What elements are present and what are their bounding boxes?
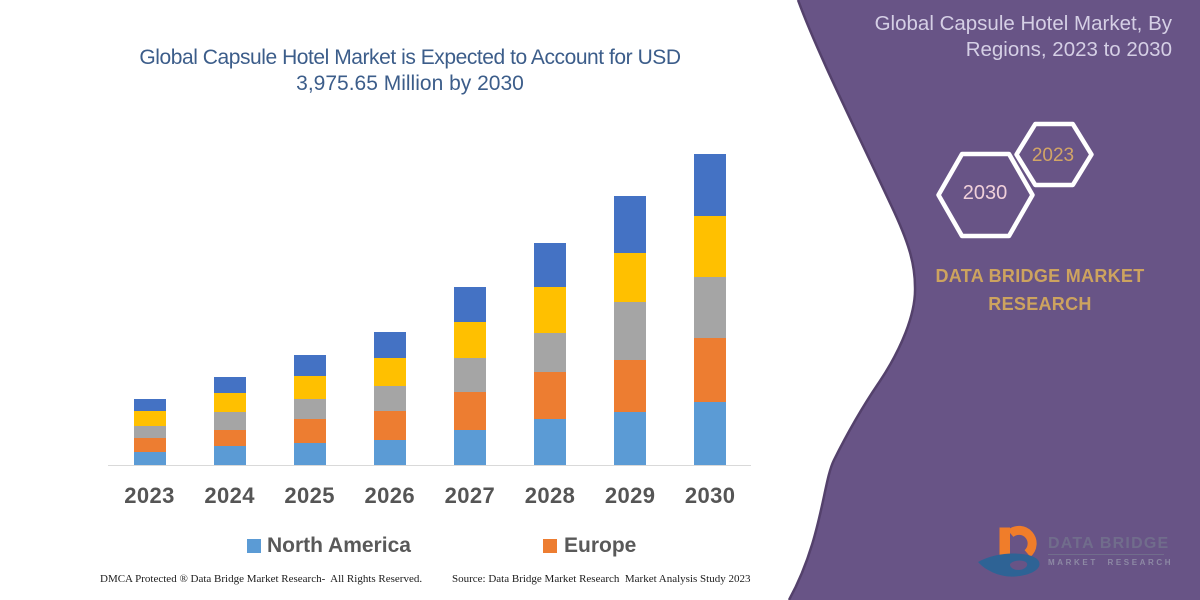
svg-text:2030: 2030 <box>963 182 1008 204</box>
svg-text:2023: 2023 <box>1032 145 1074 166</box>
